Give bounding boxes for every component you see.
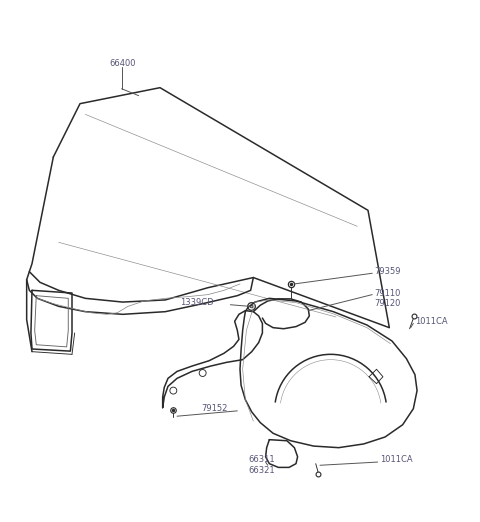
Text: 79120: 79120 <box>374 299 401 308</box>
Text: 79152: 79152 <box>202 404 228 413</box>
Text: 79110: 79110 <box>374 289 401 298</box>
Text: 1011CA: 1011CA <box>380 455 412 465</box>
Text: 66400: 66400 <box>109 59 136 68</box>
Text: 1011CA: 1011CA <box>415 317 447 326</box>
Text: 79359: 79359 <box>374 267 401 276</box>
Text: 66321: 66321 <box>248 466 275 474</box>
Text: 66311: 66311 <box>248 455 275 465</box>
Text: 1339CD: 1339CD <box>180 298 214 307</box>
